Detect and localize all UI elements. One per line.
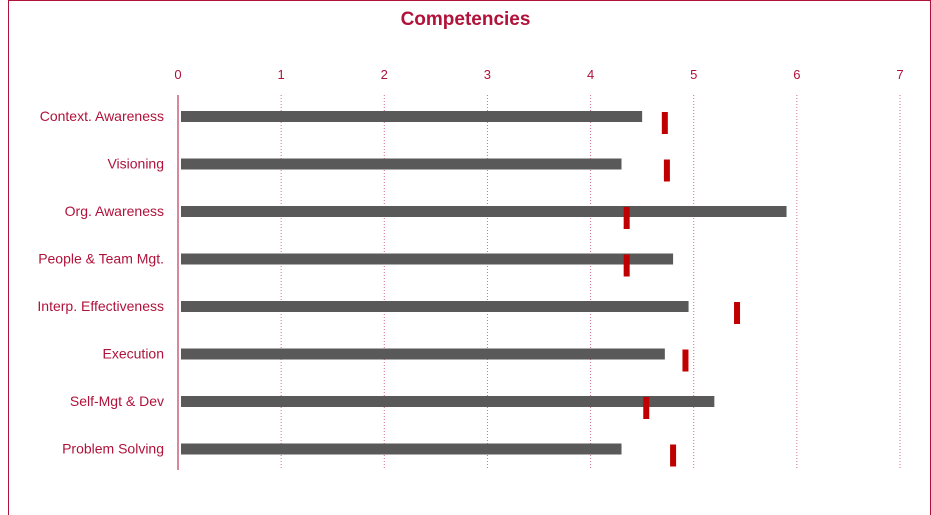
target-marker (670, 444, 677, 467)
bar (181, 443, 622, 455)
x-tick-label: 6 (793, 67, 800, 82)
target-marker (682, 349, 689, 372)
bar (181, 158, 622, 170)
x-tick-label: 5 (690, 67, 697, 82)
target-marker (623, 254, 630, 277)
bar (181, 396, 715, 407)
bar (181, 206, 787, 217)
bar (181, 348, 665, 360)
category-label: Visioning (107, 156, 164, 172)
category-label: Self-Mgt & Dev (70, 393, 164, 409)
target-marker (734, 302, 741, 324)
target-marker (661, 112, 668, 134)
x-tick-label: 4 (587, 67, 594, 82)
target-marker (643, 397, 650, 419)
target-marker (663, 159, 670, 182)
category-label: Interp. Effectiveness (37, 298, 164, 314)
target-marker (623, 207, 630, 229)
x-tick-label: 0 (174, 67, 181, 82)
x-tick-label: 7 (896, 67, 903, 82)
category-label: Execution (103, 346, 164, 362)
category-label: Problem Solving (62, 441, 164, 457)
bar (181, 253, 674, 265)
category-label: Context. Awareness (40, 108, 164, 124)
category-label: Org. Awareness (65, 203, 164, 219)
x-tick-label: 1 (278, 67, 285, 82)
bar (181, 301, 689, 312)
bar (181, 111, 643, 122)
x-tick-label: 3 (484, 67, 491, 82)
chart-title: Competencies (400, 9, 531, 30)
category-label: People & Team Mgt. (38, 251, 164, 267)
x-tick-label: 2 (381, 67, 388, 82)
